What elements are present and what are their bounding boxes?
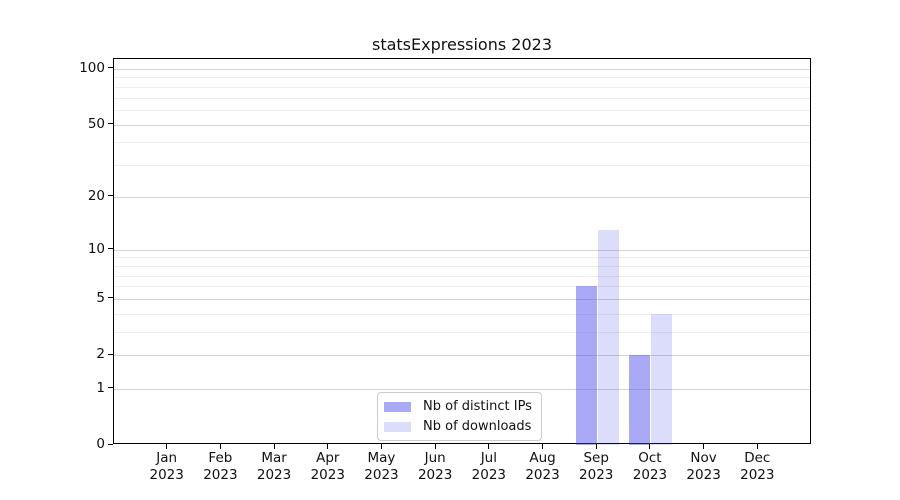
- minor-gridline: [114, 97, 810, 99]
- plot-area: [113, 58, 811, 445]
- y-tick-label: 1: [96, 379, 105, 396]
- y-tick-label: 0: [96, 436, 105, 452]
- minor-gridline: [114, 109, 810, 111]
- major-gridline: [114, 196, 810, 198]
- x-tick-mark: [434, 444, 436, 449]
- x-tick-year: 2023: [632, 467, 668, 483]
- y-tick-label: 50: [87, 115, 105, 132]
- x-tick-year: 2023: [471, 467, 507, 483]
- y-tick-mark: [108, 297, 113, 299]
- bar-distinct-ips: [575, 286, 597, 445]
- x-tick-year: 2023: [579, 467, 614, 483]
- minor-gridline: [114, 332, 810, 334]
- x-tick-label: Sep 2023: [568, 450, 624, 484]
- x-tick-label: Nov 2023: [676, 450, 732, 484]
- minor-gridline: [114, 142, 810, 144]
- x-tick-year: 2023: [740, 467, 775, 483]
- x-tick-month: Jan: [156, 450, 178, 466]
- y-tick-label: 100: [79, 59, 105, 76]
- minor-gridline: [114, 313, 810, 315]
- minor-gridline: [114, 265, 810, 267]
- x-tick-label: Jan 2023: [139, 450, 195, 484]
- x-tick-year: 2023: [364, 467, 399, 483]
- y-tick-label: 20: [87, 187, 105, 204]
- legend-entry-distinct-ips: Nb of distinct IPs: [384, 398, 532, 415]
- x-tick-month: Aug: [529, 450, 556, 466]
- x-tick-month: Mar: [261, 450, 287, 466]
- legend-label-distinct-ips: Nb of distinct IPs: [423, 399, 532, 414]
- x-tick-year: 2023: [686, 467, 721, 483]
- x-tick-month: Jun: [424, 450, 446, 466]
- x-tick-mark: [703, 444, 705, 449]
- bar-downloads: [651, 313, 673, 445]
- x-tick-month: Dec: [744, 450, 771, 466]
- x-tick-label: Aug 2023: [515, 450, 571, 484]
- x-tick-label: Oct 2023: [622, 450, 678, 484]
- y-tick-mark: [108, 387, 113, 388]
- x-tick-mark: [166, 444, 168, 449]
- x-tick-mark: [649, 444, 651, 449]
- x-tick-mark: [595, 444, 597, 449]
- x-tick-year: 2023: [310, 467, 345, 483]
- x-tick-label: Feb 2023: [192, 450, 248, 484]
- x-tick-year: 2023: [256, 467, 292, 483]
- x-tick-month: Nov: [690, 450, 717, 466]
- chart-title: statsExpressions 2023: [371, 35, 552, 54]
- x-tick-year: 2023: [149, 467, 184, 483]
- x-tick-month: Jul: [480, 450, 497, 466]
- x-tick-label: Apr 2023: [300, 450, 356, 484]
- x-tick-mark: [488, 444, 490, 449]
- x-tick-mark: [542, 444, 544, 449]
- minor-gridline: [114, 257, 810, 259]
- major-gridline: [114, 388, 810, 390]
- legend-swatch-distinct-ips-icon: [384, 401, 411, 412]
- x-tick-mark: [327, 444, 329, 449]
- minor-gridline: [114, 86, 810, 88]
- y-tick-mark: [108, 248, 113, 250]
- legend-swatch-downloads-icon: [384, 421, 411, 432]
- x-tick-label: Jun 2023: [407, 450, 463, 484]
- x-tick-mark: [273, 444, 275, 449]
- x-tick-month: Sep: [583, 450, 609, 466]
- major-gridline: [114, 124, 810, 126]
- y-tick-mark: [108, 123, 113, 125]
- y-tick-label: 2: [96, 346, 105, 363]
- bar-downloads: [597, 229, 619, 445]
- x-tick-mark: [380, 444, 382, 449]
- x-tick-label: Jul 2023: [461, 450, 517, 484]
- major-gridline: [114, 355, 810, 357]
- x-tick-label: May 2023: [353, 450, 409, 484]
- major-gridline: [114, 298, 810, 300]
- y-tick-mark: [108, 353, 113, 355]
- y-tick-label: 10: [87, 240, 105, 257]
- minor-gridline: [114, 275, 810, 277]
- x-tick-mark: [219, 444, 221, 449]
- major-gridline: [114, 68, 810, 70]
- minor-gridline: [114, 165, 810, 167]
- y-tick-mark: [108, 443, 113, 445]
- bar-distinct-ips: [629, 355, 651, 445]
- y-tick-mark: [108, 195, 113, 197]
- x-tick-year: 2023: [525, 467, 560, 483]
- legend-entry-downloads: Nb of downloads: [384, 418, 532, 435]
- x-tick-year: 2023: [417, 467, 453, 483]
- x-tick-month: Feb: [208, 450, 233, 466]
- x-tick-label: Dec 2023: [729, 450, 785, 484]
- x-tick-mark: [756, 444, 758, 449]
- x-tick-year: 2023: [203, 467, 238, 483]
- x-tick-month: May: [367, 450, 396, 466]
- minor-gridline: [114, 286, 810, 288]
- x-tick-month: Oct: [638, 450, 662, 466]
- y-tick-label: 5: [96, 289, 105, 306]
- y-tick-mark: [108, 67, 113, 69]
- x-tick-label: Mar 2023: [246, 450, 302, 484]
- major-gridline: [114, 249, 810, 251]
- x-tick-month: Apr: [316, 450, 340, 466]
- minor-gridline: [114, 77, 810, 79]
- legend-label-downloads: Nb of downloads: [423, 419, 532, 434]
- legend: Nb of distinct IPs Nb of downloads: [377, 392, 542, 441]
